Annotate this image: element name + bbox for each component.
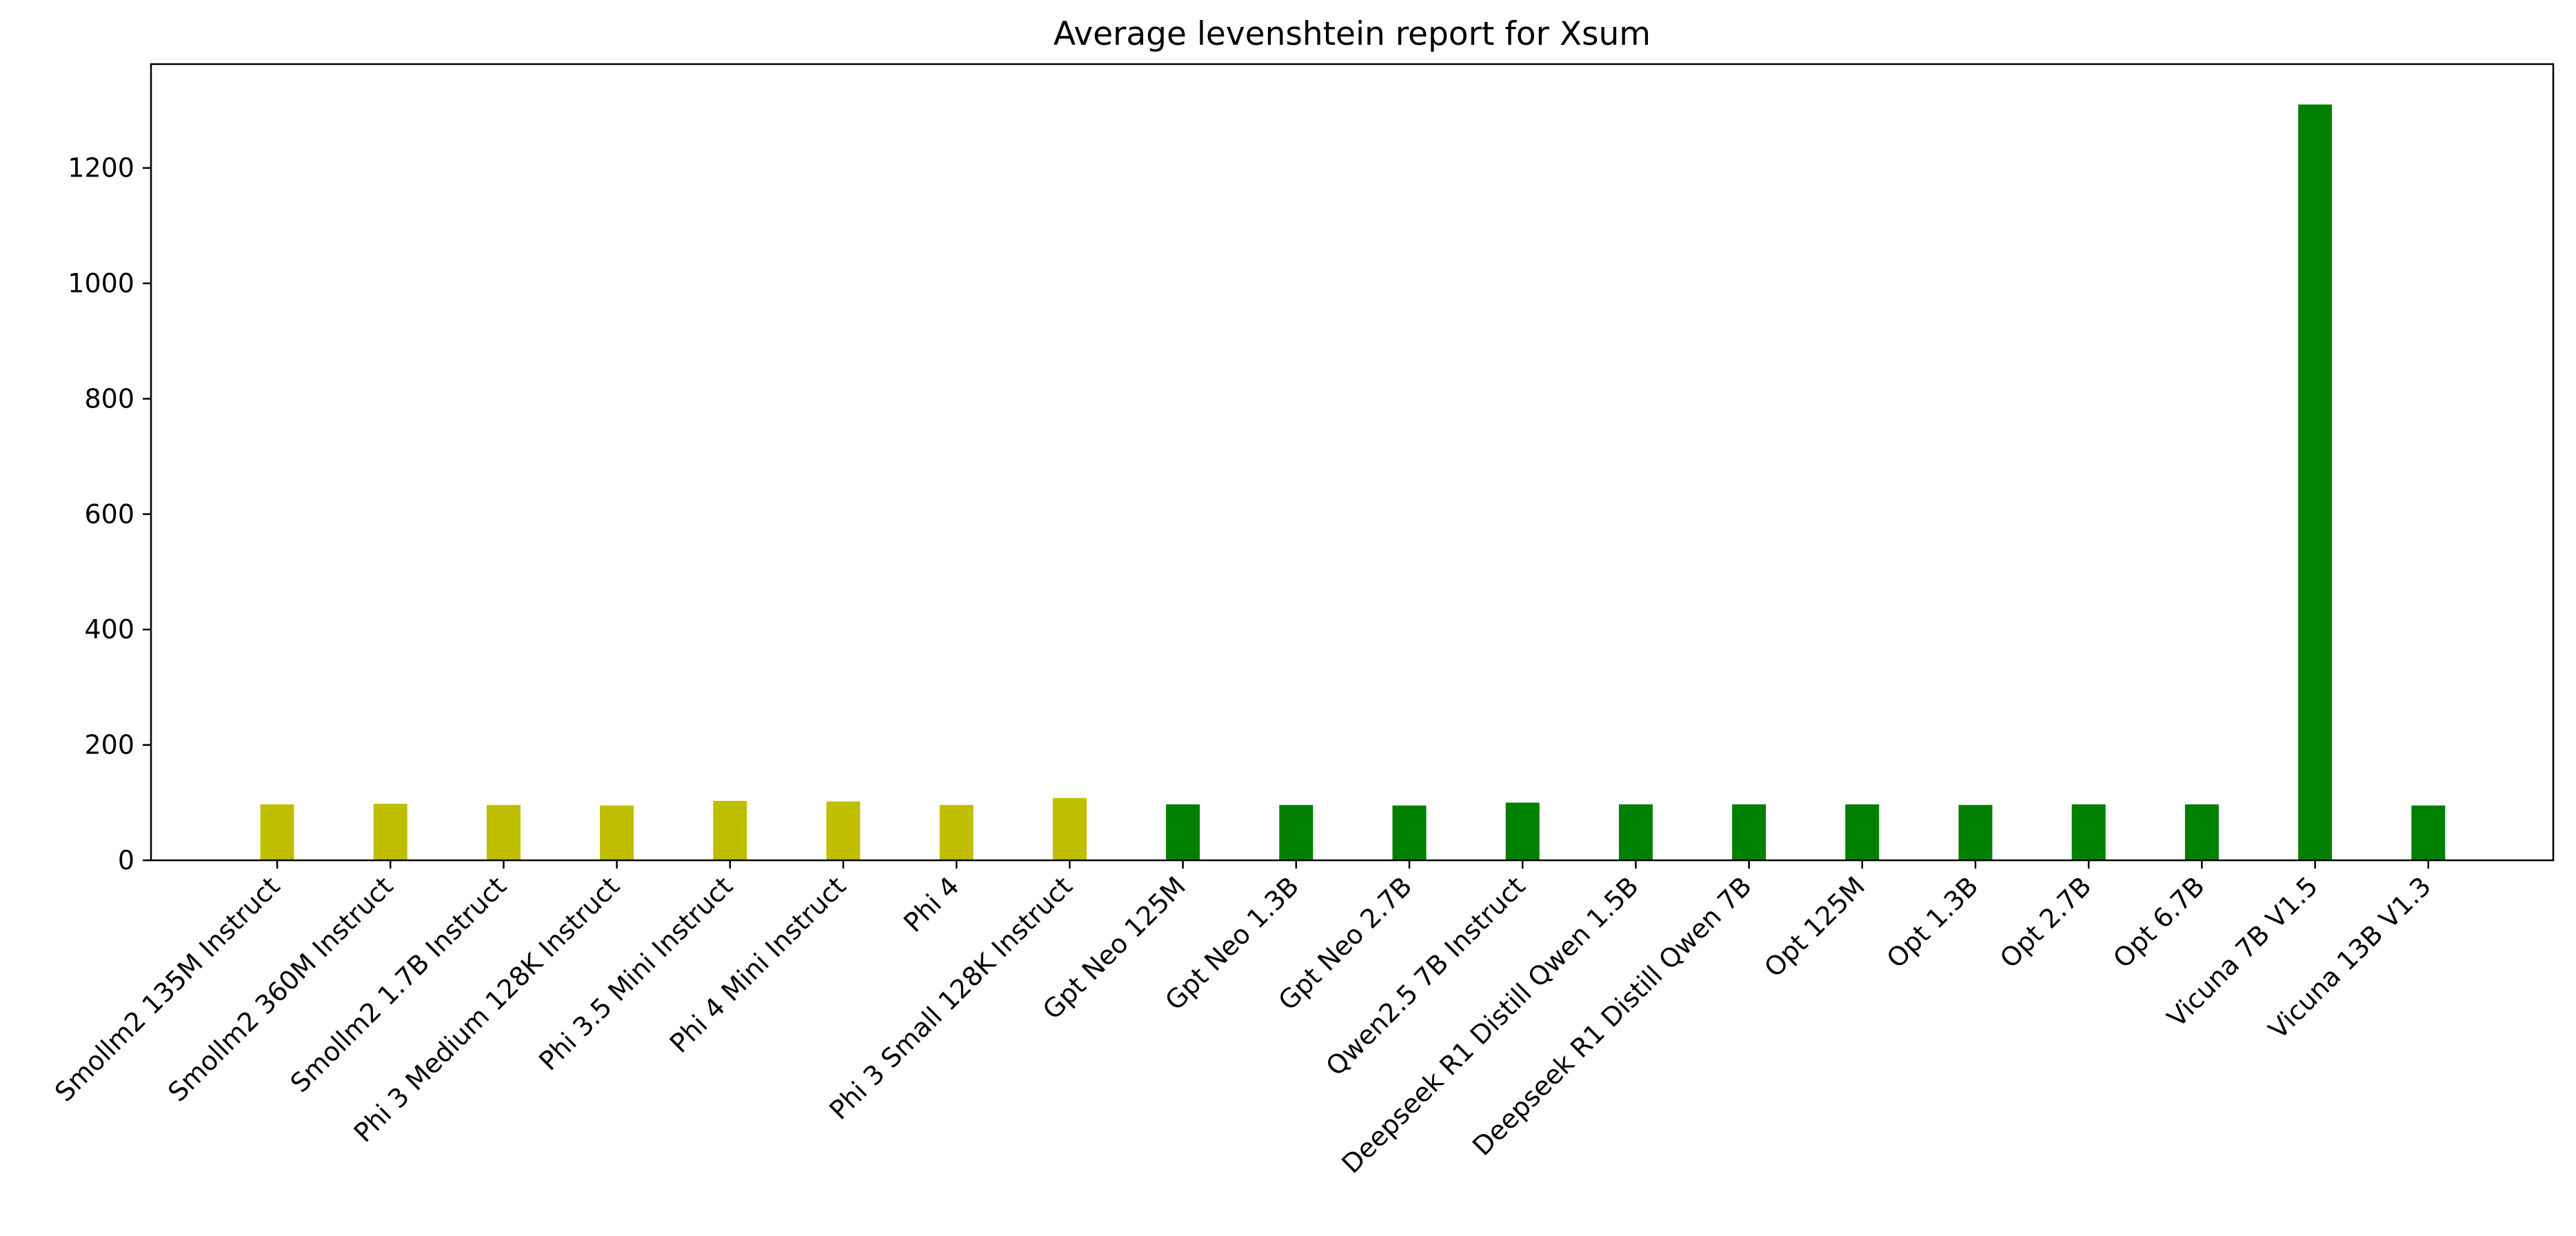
bar-10 — [1279, 804, 1314, 860]
bar-15 — [1845, 804, 1880, 860]
y-tick-label: 0 — [118, 845, 134, 875]
x-tick-label: Phi 3 Small 128K Instruct — [823, 871, 1078, 1125]
bar-4 — [600, 805, 634, 860]
bar-9 — [1166, 804, 1200, 860]
bar-16 — [1958, 804, 1993, 860]
x-tick-label: Phi 4 — [898, 871, 965, 938]
bar-17 — [2071, 804, 2106, 860]
bar-18 — [2184, 804, 2219, 860]
y-tick-label: 400 — [84, 614, 134, 645]
y-tick-label: 600 — [84, 499, 134, 529]
y-tick-label: 200 — [84, 730, 134, 760]
y-tick-label: 1200 — [68, 153, 134, 183]
y-tick-label: 800 — [84, 383, 134, 414]
bar-14 — [1732, 804, 1767, 860]
y-axis: 0 200 400 600 800 1000 1200 — [68, 153, 151, 875]
plot-frame — [150, 63, 2555, 862]
bar-2 — [373, 804, 407, 860]
x-tick-label: Smollm2 135M Instruct — [49, 871, 285, 1107]
bar-6 — [826, 801, 861, 860]
bar-11 — [1392, 805, 1427, 860]
bar-5 — [713, 800, 747, 860]
y-tick-label: 1000 — [68, 268, 134, 298]
x-tick-label: Smollm2 1.7B Instruct — [285, 871, 512, 1098]
bar-8 — [1052, 798, 1087, 860]
bar-3 — [486, 804, 521, 860]
bar-7 — [939, 804, 974, 860]
x-tick-label: Opt 2.7B — [1994, 871, 2097, 974]
bar-1 — [260, 804, 294, 860]
bar-12 — [1505, 802, 1540, 860]
x-tick-label: Opt 125M — [1758, 871, 1871, 983]
x-tick-label: Opt 6.7B — [2107, 871, 2211, 974]
bar-13 — [1618, 804, 1653, 860]
x-tick-label: Phi 3.5 Mini Instruct — [533, 871, 738, 1076]
x-tick-label: Smollm2 360M Instruct — [162, 871, 399, 1107]
bar-19 — [2298, 104, 2333, 861]
chart-title: Average levenshtein report for Xsum — [1054, 15, 1651, 53]
bar-20 — [2411, 805, 2446, 860]
bars-group — [260, 104, 2446, 861]
x-tick-label: Opt 1.3B — [1881, 871, 1984, 974]
x-tick-label: Qwen2.5 7B Instruct — [1320, 871, 1531, 1082]
